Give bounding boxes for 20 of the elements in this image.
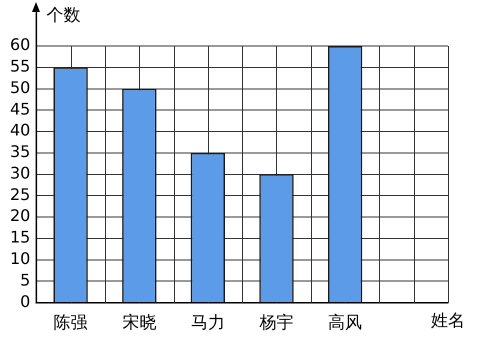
y-tick-label: 50 — [10, 78, 30, 97]
x-tick-label: 高风 — [328, 313, 362, 334]
y-tick-label: 60 — [10, 35, 30, 54]
y-tick-label: 5 — [20, 270, 30, 290]
y-tick-label: 20 — [10, 206, 30, 226]
x-tick-label: 宋晓 — [122, 313, 156, 334]
x-tick-label: 马力 — [190, 313, 225, 334]
y-axis-title: 个数 — [46, 5, 80, 26]
y-tick-label: 45 — [10, 99, 30, 118]
y-tick-label: 30 — [10, 163, 30, 182]
y-tick-label: 35 — [10, 142, 30, 162]
y-tick-label: 15 — [10, 228, 30, 247]
x-tick-label: 陈强 — [54, 313, 88, 334]
y-tick-label: 25 — [10, 184, 30, 204]
y-tick-label: 0 — [20, 292, 30, 311]
x-axis-title: 姓名 — [431, 311, 465, 332]
y-tick-label: 10 — [10, 248, 30, 268]
y-tick-label: 40 — [10, 120, 30, 140]
y-tick-label: 55 — [10, 56, 30, 76]
x-tick-label: 杨宇 — [258, 313, 294, 334]
